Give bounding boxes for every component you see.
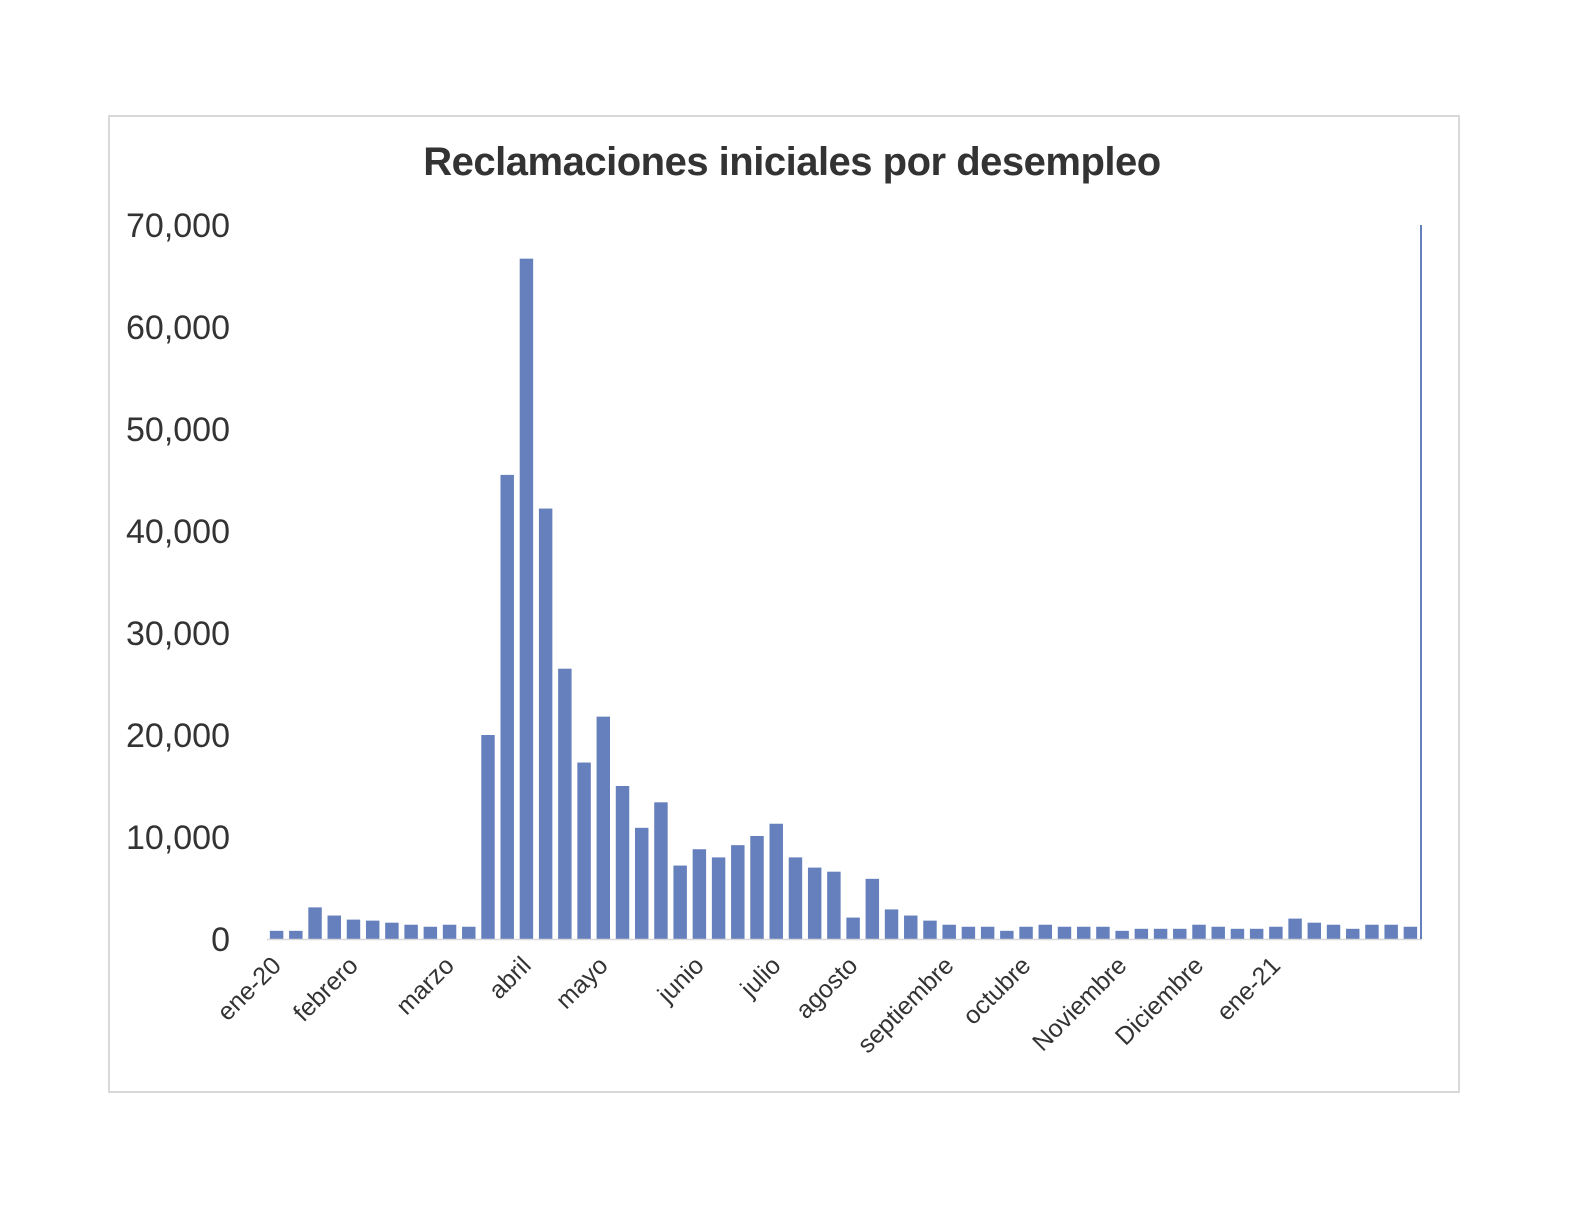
bar	[865, 878, 880, 939]
y-tick-label: 70,000	[126, 207, 230, 245]
x-tick-label: marzo	[391, 951, 460, 1020]
bar	[634, 827, 649, 939]
bar	[1000, 930, 1014, 939]
bar	[462, 926, 476, 939]
bar	[365, 920, 380, 939]
bar	[1096, 926, 1110, 939]
x-tick-label: julio	[735, 951, 787, 1003]
x-tick-label: junio	[652, 951, 710, 1009]
y-tick-label: 0	[211, 921, 230, 959]
bar	[1307, 922, 1322, 939]
x-tick-label: Noviembre	[1027, 951, 1132, 1056]
bar	[269, 930, 284, 939]
bar	[1288, 918, 1302, 939]
bar	[1134, 928, 1149, 939]
bar	[577, 762, 591, 939]
bar	[904, 915, 918, 939]
y-tick-label: 50,000	[126, 411, 230, 449]
x-tick-label: ene-20	[212, 951, 287, 1026]
bar	[1269, 926, 1283, 939]
y-axis-ticks: 0 10,000 20,000 30,000 40,000 50,000 60,000 70,…	[126, 207, 230, 959]
bar	[481, 735, 495, 939]
bar	[538, 508, 553, 939]
bar	[980, 926, 995, 939]
bar	[327, 915, 341, 939]
bar	[923, 920, 937, 939]
bar	[750, 835, 764, 939]
bar	[1076, 926, 1091, 939]
bar-series	[269, 258, 1418, 939]
bar	[1153, 928, 1168, 939]
bar	[289, 930, 303, 939]
bar	[1038, 924, 1053, 939]
bar	[769, 823, 783, 939]
bar	[1115, 930, 1129, 939]
y-tick-label: 40,000	[126, 513, 230, 551]
bar	[442, 924, 457, 939]
bar	[1403, 926, 1418, 939]
bar	[731, 845, 745, 939]
y-tick-label: 10,000	[126, 819, 230, 857]
bar	[884, 909, 899, 939]
bar	[615, 786, 630, 939]
bar	[1019, 926, 1033, 939]
x-axis-ticks: ene-20 febrero marzo abril mayo junio julio ago…	[212, 951, 1286, 1058]
bar	[1384, 924, 1398, 939]
x-tick-label: febrero	[288, 951, 364, 1027]
bar	[807, 867, 822, 939]
bar	[654, 802, 668, 939]
x-tick-label: mayo	[551, 951, 614, 1014]
y-tick-label: 30,000	[126, 615, 230, 653]
bar	[788, 857, 803, 939]
bar	[1326, 924, 1341, 939]
bar	[942, 924, 956, 939]
bar	[385, 922, 399, 939]
bar	[692, 849, 707, 939]
bar	[1192, 924, 1206, 939]
bar	[1173, 928, 1187, 939]
bar	[1057, 926, 1072, 939]
bar	[846, 917, 860, 939]
x-tick-label: ene-21	[1211, 951, 1286, 1026]
bar	[558, 668, 572, 939]
x-tick-label: abril	[483, 951, 536, 1004]
bar	[711, 857, 726, 939]
bar	[500, 474, 514, 939]
bar	[346, 919, 361, 939]
x-tick-label: septiembre	[852, 951, 959, 1058]
y-tick-label: 60,000	[126, 309, 230, 347]
bar	[404, 924, 418, 939]
bar	[827, 871, 841, 939]
x-tick-label: octubre	[958, 951, 1037, 1030]
bar	[673, 865, 687, 939]
bar	[1211, 926, 1225, 939]
x-tick-label: agosto	[790, 951, 863, 1024]
chart-title: Reclamaciones iniciales por desempleo	[423, 140, 1161, 184]
bar	[961, 926, 976, 939]
bar	[308, 907, 322, 939]
bar	[1346, 928, 1360, 939]
bar	[1365, 924, 1379, 939]
bar	[596, 716, 611, 939]
bar	[1230, 928, 1245, 939]
y-tick-label: 20,000	[126, 717, 230, 755]
bar	[519, 258, 534, 939]
bar	[1249, 928, 1264, 939]
bar	[423, 926, 438, 939]
